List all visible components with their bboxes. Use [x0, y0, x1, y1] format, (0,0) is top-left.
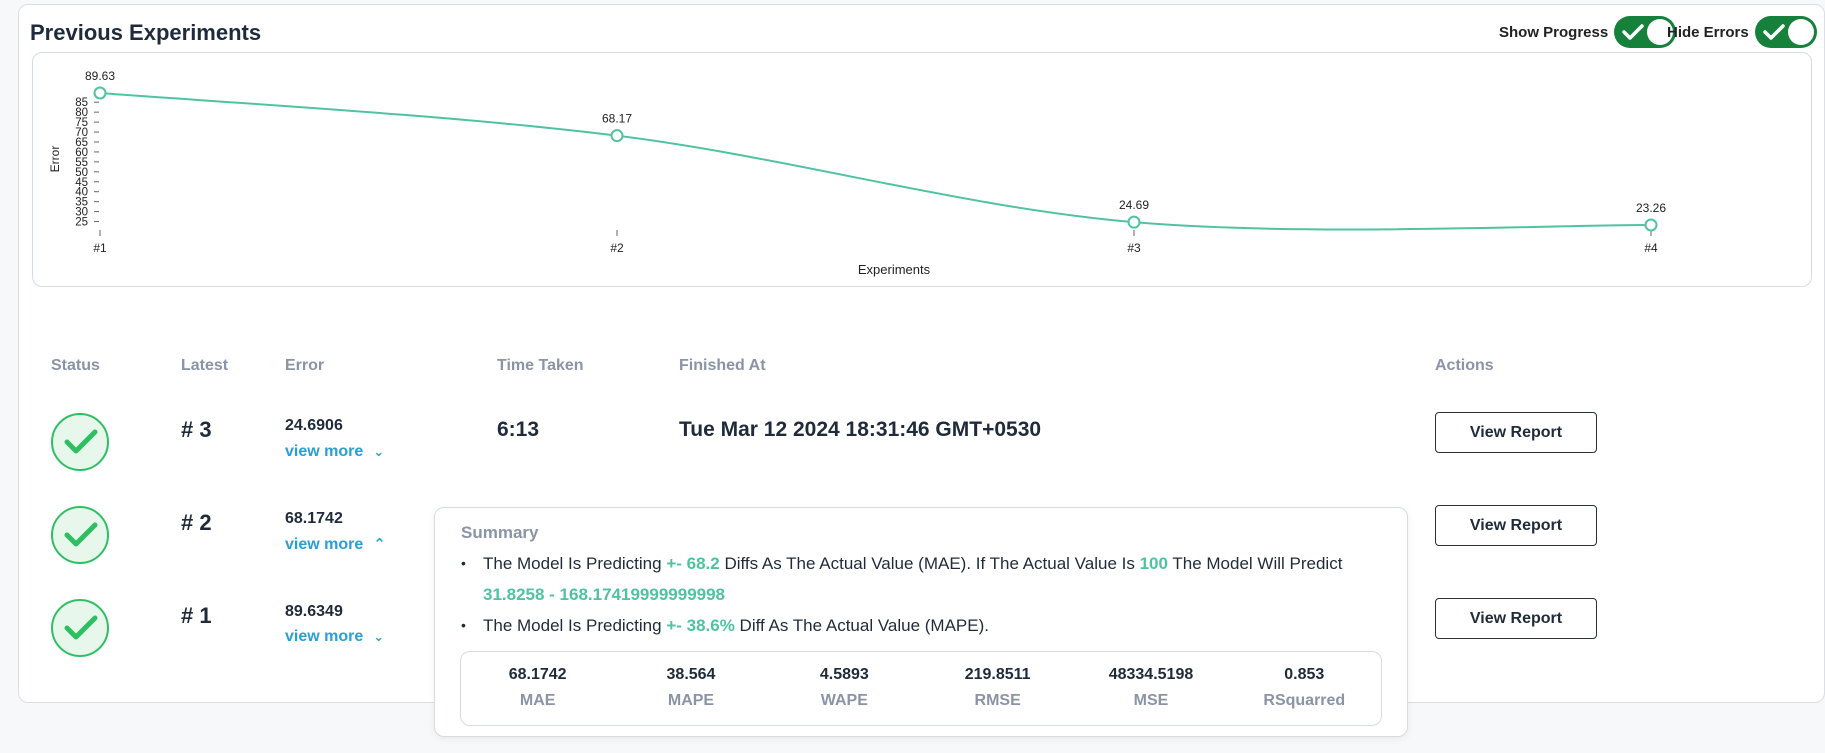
error-chart: Error 25 30 35 40 45 50 55 60 65 70 75 80 85 #1 89.63 #2… — [32, 52, 1812, 287]
y-tick-label: 40 — [75, 187, 88, 199]
metric-rsquared: 0.853 RSquarred — [1263, 666, 1346, 709]
error-series-line — [99, 92, 1652, 231]
y-tick-label: 25 — [75, 217, 88, 229]
y-tick-label: 30 — [75, 207, 88, 219]
header-time-taken: Time Taken — [497, 357, 584, 374]
toggle-knob — [1647, 19, 1674, 45]
x-tick-label: #4 — [1644, 241, 1658, 255]
row-finished-at: Tue Mar 12 2024 18:31:46 GMT+0530 — [679, 418, 1042, 441]
data-label: 23.26 — [1636, 201, 1666, 215]
y-tick-label: 35 — [75, 197, 88, 209]
status-success-icon — [51, 413, 109, 471]
hide-errors-toggle-group: Hide Errors — [1667, 16, 1817, 48]
metric-mape: 38.564 MAPE — [666, 666, 716, 709]
view-report-button[interactable]: View Report — [1435, 505, 1597, 546]
header-actions: Actions — [1435, 357, 1494, 374]
row-latest: # 2 — [181, 510, 212, 535]
header-error: Error — [285, 357, 325, 374]
y-tick-label: 80 — [75, 107, 88, 119]
toggle-knob — [1787, 19, 1814, 45]
data-point — [1127, 215, 1141, 229]
summary-mape-text: The Model Is Predicting +- 38.6% Diff As… — [483, 616, 989, 635]
bullet-dot: • — [461, 555, 466, 571]
show-progress-toggle-group: Show Progress — [1499, 16, 1677, 48]
row-error: 89.6349 — [285, 603, 343, 620]
summary-mape-bullet: • The Model Is Predicting +- 38.6% Diff … — [461, 610, 1381, 641]
view-more-link[interactable]: view more ⌄ — [285, 628, 384, 646]
header-latest: Latest — [181, 357, 229, 374]
data-point — [1644, 218, 1658, 232]
summary-mae-bullet: • The Model Is Predicting +- 68.2 Diffs … — [461, 548, 1381, 610]
view-report-button[interactable]: View Report — [1435, 598, 1597, 639]
x-tick-label: #2 — [610, 241, 624, 255]
hide-errors-label: Hide Errors — [1667, 23, 1749, 41]
y-tick-label: 50 — [75, 167, 88, 179]
metric-rmse: 219.8511 RMSE — [964, 666, 1031, 709]
row-latest: # 3 — [181, 417, 212, 442]
y-tick-label: 85 — [75, 97, 88, 109]
row-time-taken: 6:13 — [497, 418, 540, 441]
summary-popover: Summary • The Model Is Predicting +- 68.… — [434, 507, 1408, 737]
view-more-link[interactable]: view more ⌄ — [285, 443, 384, 461]
y-tick-label: 60 — [75, 147, 88, 159]
check-icon — [1762, 24, 1785, 40]
y-tick-label: 70 — [75, 127, 88, 139]
check-icon — [1622, 24, 1644, 40]
data-point — [93, 86, 107, 100]
show-progress-toggle[interactable] — [1614, 16, 1677, 48]
view-more-label: view more — [285, 443, 364, 460]
check-icon — [64, 615, 98, 640]
y-tick-label: 75 — [75, 117, 88, 129]
chevron-down-icon: ⌄ — [373, 444, 385, 459]
view-report-button[interactable]: View Report — [1435, 412, 1597, 453]
data-label: 24.69 — [1119, 198, 1149, 212]
summary-mae-text: The Model Is Predicting +- 68.2 Diffs As… — [483, 554, 1343, 604]
metric-mse: 48334.5198 MSE — [1108, 666, 1194, 709]
row-error: 68.1742 — [285, 510, 343, 527]
bullet-dot: • — [461, 617, 466, 633]
header-finished-at: Finished At — [679, 357, 766, 374]
row-error: 24.6906 — [285, 417, 343, 434]
data-point — [610, 129, 624, 143]
metrics-panel: 68.1742 MAE 38.564 MAPE 4.5893 WAPE 219.851… — [460, 651, 1382, 726]
metric-wape: 4.5893 WAPE — [819, 666, 869, 709]
x-tick-label: #1 — [93, 241, 107, 255]
view-more-label: view more — [285, 628, 364, 645]
x-axis-label: Experiments — [858, 262, 931, 277]
header-status: Status — [51, 357, 100, 374]
view-more-label: view more — [285, 536, 364, 553]
section-title: Previous Experiments — [30, 20, 262, 45]
check-icon — [64, 429, 98, 454]
x-tick-label: #3 — [1127, 241, 1141, 255]
y-axis-label: Error — [48, 146, 62, 173]
show-progress-label: Show Progress — [1499, 23, 1609, 41]
check-icon — [64, 522, 98, 547]
metric-mae: 68.1742 MAE — [508, 666, 567, 709]
data-label: 89.63 — [85, 69, 115, 83]
y-tick-label: 45 — [75, 177, 88, 189]
y-tick-label: 65 — [75, 137, 88, 149]
row-latest: # 1 — [181, 603, 212, 628]
view-more-link[interactable]: view more ⌃ — [285, 535, 386, 554]
data-label: 68.17 — [602, 112, 632, 126]
status-success-icon — [51, 599, 109, 657]
chevron-down-icon: ⌄ — [373, 629, 385, 644]
chevron-up-icon: ⌃ — [373, 536, 386, 553]
status-success-icon — [51, 506, 109, 564]
hide-errors-toggle[interactable] — [1754, 16, 1817, 48]
summary-title: Summary — [461, 523, 539, 542]
y-tick-label: 55 — [75, 157, 88, 169]
